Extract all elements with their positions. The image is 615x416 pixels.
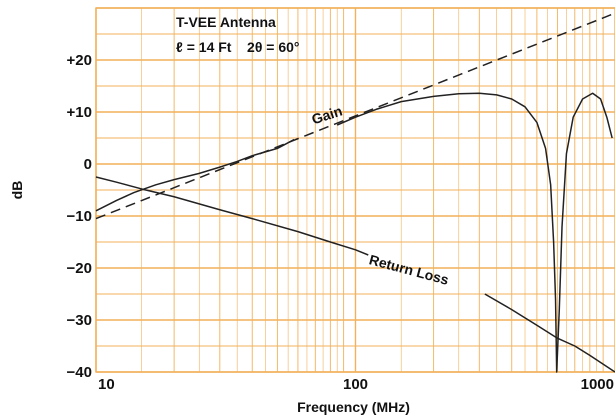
grid-layer [95,7,615,373]
x-axis-label: Frequency (MHz) [297,399,410,415]
series-return-loss-line [484,293,615,373]
x-tick-label: 100 [343,376,368,393]
series-layer [95,12,615,373]
y-tick-label: −40 [67,364,92,381]
y-tick-label: −30 [67,312,92,329]
chart-subtitle: ℓ = 14 Ft 2θ = 60° [176,39,300,55]
series-gain-line [336,92,613,373]
x-tick-label: 10 [98,376,115,393]
y-tick-label: +10 [67,104,92,121]
series-gain-asymptote-line [95,12,615,220]
x-tick-label: 1000 [581,376,614,393]
y-tick-label: +20 [67,52,92,69]
plot-frame [95,7,615,373]
y-axis-label: dB [9,181,25,200]
y-tick-label: −20 [67,260,92,277]
chart-title: T-VEE Antenna [176,14,276,30]
tick-layer: +20 +10 0 −10 −20 −30 −40 10 100 1000 [67,52,614,393]
series-return-loss-line [95,176,369,256]
y-tick-label: 0 [84,156,92,173]
y-tick-label: −10 [67,208,92,225]
